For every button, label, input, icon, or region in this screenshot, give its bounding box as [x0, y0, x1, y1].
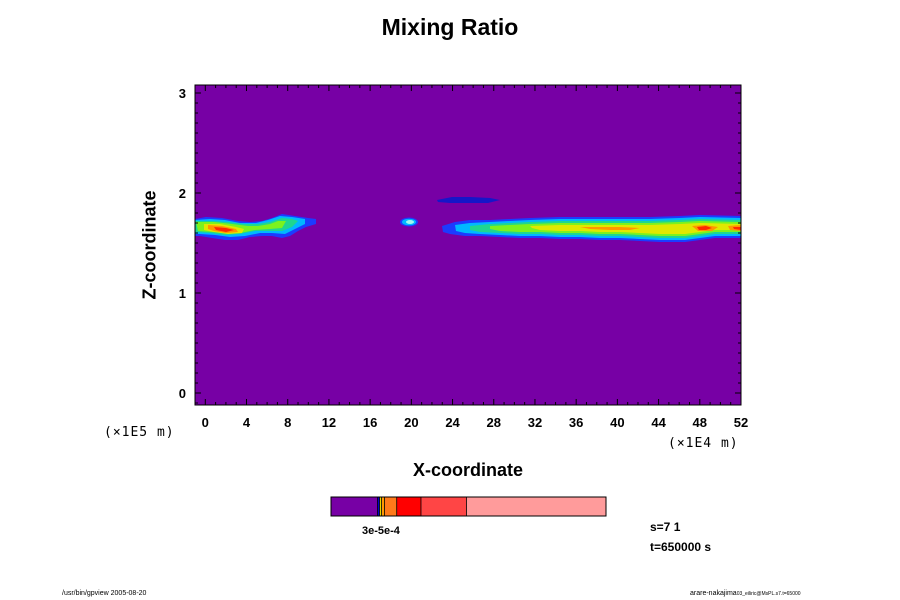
plot-frame [194, 84, 742, 406]
colorbar-frame [330, 496, 607, 517]
x-tick-label: 20 [404, 415, 418, 430]
colorbar [330, 496, 607, 517]
y-axis: 0 1 2 3 [179, 86, 741, 404]
y-tick-label: 0 [179, 386, 186, 401]
x-tick-label: 28 [487, 415, 501, 430]
mixing-layer [195, 197, 741, 242]
x-tick-label: 48 [693, 415, 707, 430]
x-tick-label: 24 [445, 415, 460, 430]
y-axis-label: Z-coordinate [139, 190, 160, 300]
x-tick-label: 52 [734, 415, 748, 430]
chart-title: Mixing Ratio [381, 14, 519, 40]
x-tick-label: 44 [651, 415, 666, 430]
colorbar-segment [420, 497, 467, 516]
x-tick-label: 40 [610, 415, 624, 430]
cloud-band-right [442, 215, 741, 242]
y-tick-label: 3 [179, 86, 186, 101]
colorbar-segment [379, 497, 382, 516]
colorbar-label: 3e-5e-4 [362, 525, 400, 537]
footer-right: arare-nakajima03_eiliric@MsPL.s7.t=65000 [690, 590, 801, 597]
x-tick-label: 32 [528, 415, 542, 430]
x-tick-label: 16 [363, 415, 377, 430]
footer-right-sub: 03_eiliric@MsPL.s7.t=65000 [736, 591, 801, 597]
colorbar-segment [381, 497, 385, 516]
upper-feature [437, 197, 500, 203]
colorbar-segment [396, 497, 421, 516]
x-tick-label: 4 [243, 415, 251, 430]
x-axis-unit: (×1E4 m) [668, 436, 739, 451]
plot-background [195, 85, 741, 405]
colorbar-segment [377, 497, 380, 516]
y-axis-unit: (×1E5 m) [104, 425, 175, 440]
status-slice: s=7 1 [650, 520, 681, 534]
cloud-left [195, 214, 316, 240]
x-tick-label: 0 [202, 415, 209, 430]
x-axis: 0 4 8 12 16 20 24 28 32 36 40 44 48 52 [202, 85, 748, 430]
colorbar-segment [331, 497, 378, 516]
y-tick-label: 2 [179, 186, 186, 201]
colorbar-segment [384, 497, 397, 516]
y-tick-label: 1 [179, 286, 186, 301]
footer-right-main: arare-nakajima [690, 590, 737, 597]
x-tick-label: 36 [569, 415, 583, 430]
x-tick-label: 8 [284, 415, 291, 430]
colorbar-segment [466, 497, 606, 516]
status-time: t=650000 s [650, 540, 712, 554]
footer-left: /usr/bin/gpview 2005-08-20 [62, 590, 147, 597]
cloud-small [400, 217, 418, 227]
x-axis-label: X-coordinate [412, 460, 523, 480]
x-tick-label: 12 [322, 415, 336, 430]
